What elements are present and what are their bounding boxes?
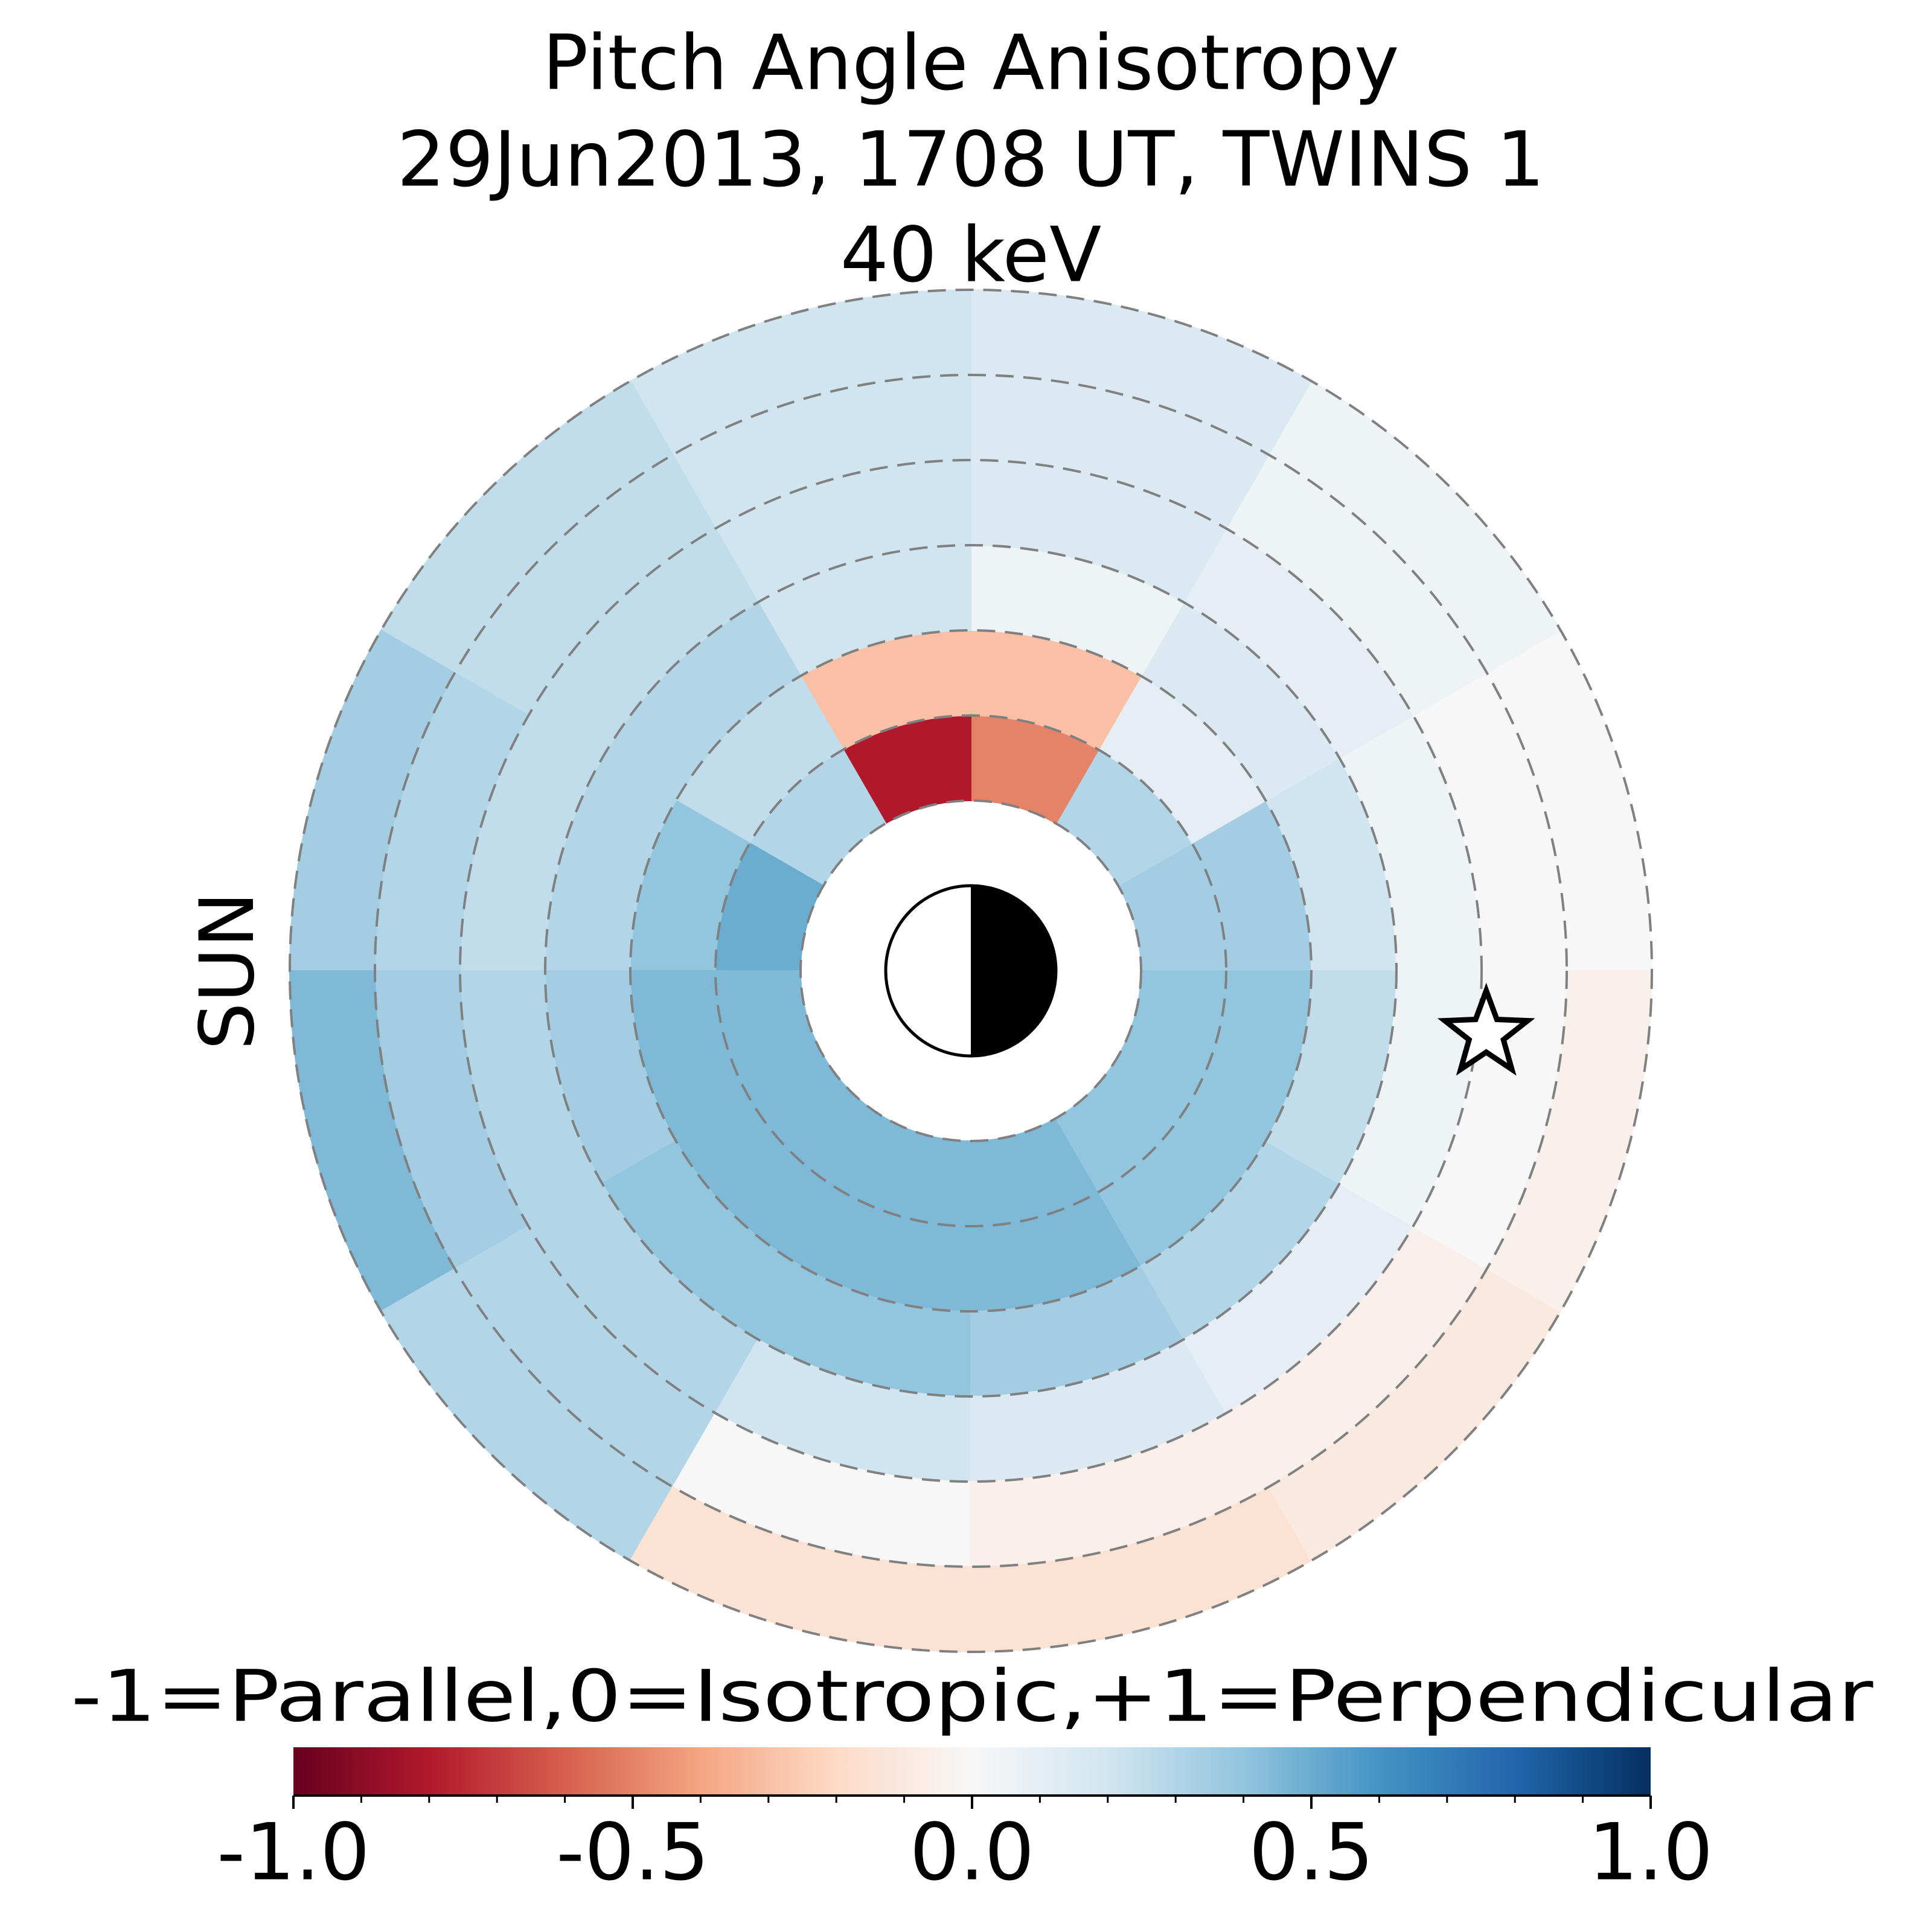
- colorbar-tick-label: -0.5: [556, 1806, 709, 1898]
- grid-ring: [289, 289, 1653, 1653]
- chart-subtitle: 29Jun2013, 1708 UT, TWINS 1: [397, 115, 1544, 204]
- earth-night: [971, 886, 1056, 1056]
- colorbar-tick-label: -1.0: [217, 1806, 370, 1898]
- chart-subtitle: 40 keV: [840, 211, 1102, 299]
- spacecraft-marker: [1437, 982, 1535, 1076]
- sun-label: SUN: [184, 892, 271, 1050]
- colorbar-fill: [293, 1747, 1651, 1796]
- grid-ring: [459, 459, 1483, 1483]
- colorbar: -1.0 -0.5 0.0 0.5 1.0: [217, 1747, 1713, 1898]
- grid-ring: [544, 544, 1398, 1398]
- chart-title: Pitch Angle Anisotropy: [542, 19, 1399, 107]
- colorbar-tick-label: 1.0: [1588, 1806, 1713, 1898]
- grid-ring: [799, 799, 1142, 1142]
- plot-area: [289, 289, 1653, 1653]
- grid-ring: [714, 714, 1227, 1227]
- colorbar-tick-label: 0.5: [1249, 1806, 1374, 1898]
- colorbar-label: -1=Parallel,0=Isotropic,+1=Perpendicular: [71, 1654, 1874, 1738]
- grid-ring: [629, 629, 1313, 1313]
- colorbar-tick-label: 0.0: [910, 1806, 1035, 1898]
- grid-ring: [374, 374, 1568, 1568]
